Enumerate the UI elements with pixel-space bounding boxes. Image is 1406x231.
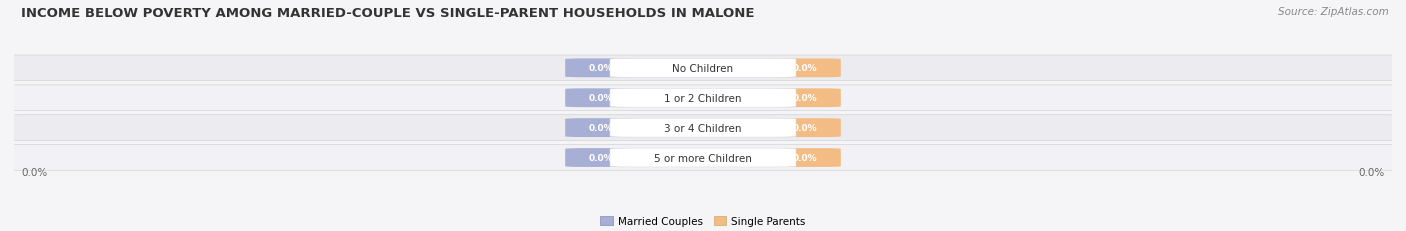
Text: 0.0%: 0.0% bbox=[589, 124, 613, 133]
FancyBboxPatch shape bbox=[610, 89, 796, 108]
FancyBboxPatch shape bbox=[565, 149, 637, 167]
FancyBboxPatch shape bbox=[0, 145, 1406, 171]
FancyBboxPatch shape bbox=[0, 56, 1406, 81]
Text: 0.0%: 0.0% bbox=[793, 153, 817, 162]
Text: 3 or 4 Children: 3 or 4 Children bbox=[664, 123, 742, 133]
Text: No Children: No Children bbox=[672, 64, 734, 73]
Text: 0.0%: 0.0% bbox=[793, 124, 817, 133]
Text: 0.0%: 0.0% bbox=[21, 167, 48, 177]
Text: 0.0%: 0.0% bbox=[589, 94, 613, 103]
FancyBboxPatch shape bbox=[610, 149, 796, 167]
FancyBboxPatch shape bbox=[0, 85, 1406, 111]
Text: 0.0%: 0.0% bbox=[589, 64, 613, 73]
FancyBboxPatch shape bbox=[0, 115, 1406, 141]
FancyBboxPatch shape bbox=[769, 119, 841, 137]
Text: INCOME BELOW POVERTY AMONG MARRIED-COUPLE VS SINGLE-PARENT HOUSEHOLDS IN MALONE: INCOME BELOW POVERTY AMONG MARRIED-COUPL… bbox=[21, 7, 755, 20]
Text: 1 or 2 Children: 1 or 2 Children bbox=[664, 93, 742, 103]
FancyBboxPatch shape bbox=[610, 119, 796, 137]
Text: 0.0%: 0.0% bbox=[589, 153, 613, 162]
Text: Source: ZipAtlas.com: Source: ZipAtlas.com bbox=[1278, 7, 1389, 17]
FancyBboxPatch shape bbox=[769, 59, 841, 78]
FancyBboxPatch shape bbox=[769, 149, 841, 167]
FancyBboxPatch shape bbox=[565, 89, 637, 108]
FancyBboxPatch shape bbox=[565, 59, 637, 78]
FancyBboxPatch shape bbox=[610, 59, 796, 78]
Text: 0.0%: 0.0% bbox=[1358, 167, 1385, 177]
FancyBboxPatch shape bbox=[565, 119, 637, 137]
Text: 5 or more Children: 5 or more Children bbox=[654, 153, 752, 163]
FancyBboxPatch shape bbox=[769, 89, 841, 108]
Text: 0.0%: 0.0% bbox=[793, 94, 817, 103]
Legend: Married Couples, Single Parents: Married Couples, Single Parents bbox=[600, 216, 806, 226]
Text: 0.0%: 0.0% bbox=[793, 64, 817, 73]
